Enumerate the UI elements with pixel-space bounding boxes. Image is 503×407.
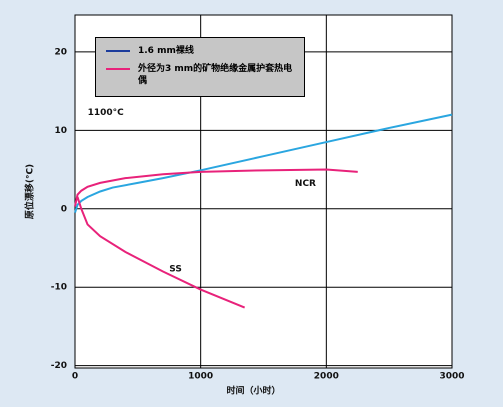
x-tick-label: 2000 [314, 372, 339, 382]
legend-label: 1.6 mm裸线 [138, 46, 194, 56]
y-tick-label: -10 [51, 283, 67, 293]
annotation: SS [169, 265, 182, 275]
legend-swatch [106, 68, 130, 70]
legend-label: 外径为3 mm的矿物绝缘金属护套热电偶 [138, 64, 293, 86]
series-line [74, 168, 358, 309]
annotation: NCR [295, 179, 316, 189]
x-tick-label: 3000 [439, 372, 464, 382]
legend: 1.6 mm裸线外径为3 mm的矿物绝缘金属护套热电偶 [95, 37, 305, 97]
y-tick-label: 10 [54, 126, 67, 136]
x-tick-label: 0 [72, 372, 78, 382]
x-axis-label: 时间（小时） [226, 385, 280, 397]
legend-entry: 1.6 mm裸线 [106, 45, 298, 57]
plot-frame [74, 14, 453, 369]
y-axis-label: 原位漂移(°C) [24, 164, 36, 219]
x-tick-label: 1000 [188, 372, 213, 382]
y-tick-label: 0 [61, 204, 67, 214]
legend-swatch [106, 50, 130, 52]
y-tick-label: -20 [51, 361, 67, 371]
y-tick-label: 20 [54, 47, 67, 57]
annotation: 1100°C [88, 108, 125, 118]
legend-entry: 外径为3 mm的矿物绝缘金属护套热电偶 [106, 63, 298, 87]
series-line [74, 113, 453, 213]
